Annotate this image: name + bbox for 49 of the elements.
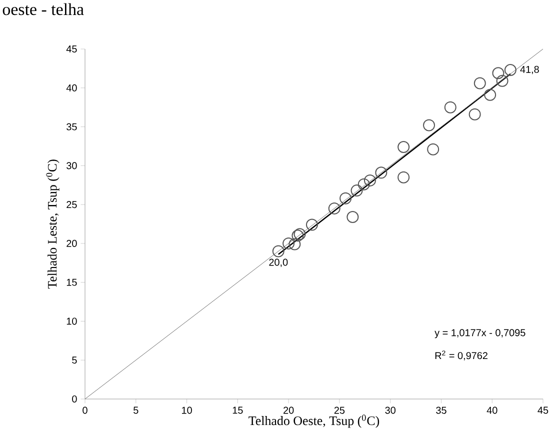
x-tick-label: 20 [284, 406, 294, 414]
point [427, 143, 440, 156]
x-tick-label: 25 [334, 406, 345, 414]
y-tick-label: 10 [66, 318, 77, 325]
point [398, 141, 410, 153]
x-tick-label: 15 [232, 406, 243, 414]
point [358, 178, 370, 190]
annotation: 41,8 [520, 66, 539, 74]
point [282, 237, 295, 250]
point [306, 218, 318, 231]
y-tick-label: 45 [66, 46, 77, 52]
point [398, 171, 410, 184]
point [375, 166, 388, 179]
y-tick-label: 15 [66, 278, 77, 286]
x-tick-label: 45 [538, 406, 548, 414]
point [328, 202, 340, 214]
point [444, 101, 456, 114]
point [340, 192, 352, 204]
point [364, 174, 376, 186]
point [496, 74, 508, 87]
annotation: R$^{2}$ = 0,9762 [435, 350, 488, 360]
y-tick-label: 40 [66, 84, 77, 92]
y-tick-label: 20 [66, 240, 77, 247]
point [468, 108, 481, 120]
point [346, 211, 359, 223]
point [504, 64, 516, 76]
y-tick-label: 30 [66, 162, 77, 170]
point [272, 245, 284, 258]
x-tick-label: 35 [436, 406, 446, 414]
y-tick-label: 5 [72, 356, 77, 364]
annotation: y = 1,0177x - 0,7095 [434, 329, 526, 338]
chart-title: oeste - telha [2, 3, 84, 16]
y-tick-label: 35 [66, 123, 77, 130]
point [423, 119, 436, 132]
y-axis-title: Telhado Leste, Tsup ($^{0}$C) [46, 160, 60, 289]
x-tick-label: 0 [82, 406, 88, 414]
point [492, 67, 504, 80]
point [484, 88, 496, 101]
x-axis-title: Telhado Oeste, Tsup ($^{0}$C) [248, 414, 380, 428]
y-tick-label: 0 [72, 395, 77, 403]
x-tick-label: 5 [134, 406, 138, 414]
y-tick-label: 25 [66, 201, 77, 208]
point [350, 184, 363, 197]
x-tick-label: 40 [486, 406, 498, 414]
x-tick-label: 30 [385, 406, 396, 414]
x-tick-label: 10 [182, 406, 192, 414]
point [288, 238, 301, 250]
annotation: 20,0 [269, 258, 288, 267]
point [474, 77, 486, 90]
